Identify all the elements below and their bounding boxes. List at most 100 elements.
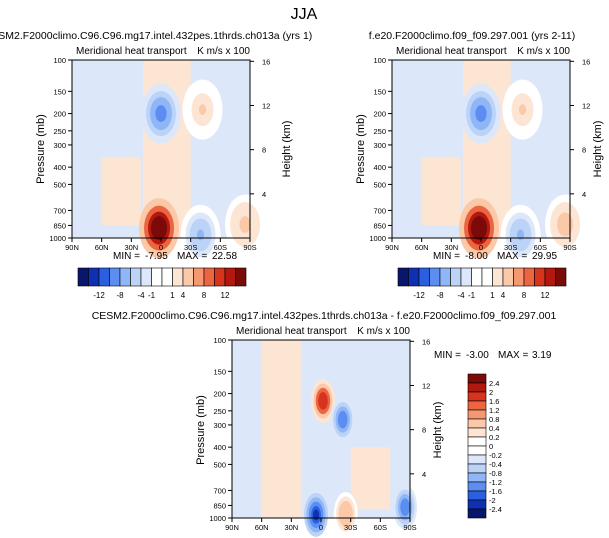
colorbar-swatch: [467, 400, 487, 411]
colorbar-swatch: [193, 267, 205, 287]
colorbar-label: 1: [490, 291, 495, 300]
x-tick-label: 60S: [534, 243, 547, 252]
colorbar-swatch: [534, 267, 546, 287]
y-right-tick-label: 16: [422, 337, 430, 346]
colorbar-swatch: [408, 267, 420, 287]
y-tick-label: 1000: [369, 234, 386, 243]
colorbar-label: 4: [181, 291, 186, 300]
panel-title: CESM2.F2000climo.C96.C96.mg17.intel.432p…: [0, 30, 312, 42]
x-tick-label: 90N: [65, 243, 79, 252]
y-tick-label: 200: [53, 110, 66, 119]
heatmap-field: [392, 60, 586, 265]
field-contour: [198, 104, 207, 116]
x-axis: 90N 60N 30N 0 30S 60S 90S: [385, 238, 577, 252]
colorbar-label: -4: [137, 291, 145, 300]
y-axis-label-right: Height (km): [592, 121, 604, 178]
y-axis-right: 16 12 8 4: [570, 57, 590, 199]
colorbar-label: 0: [489, 442, 493, 451]
panel-subtitle-right: K m/s x 100: [357, 326, 410, 337]
y-tick-label: 300: [53, 141, 66, 150]
colorbar-swatch: [467, 454, 487, 465]
colorbar-left: -12 -8 -4 -1 1 4 8 12: [77, 267, 247, 300]
y-tick-label: 150: [213, 367, 226, 376]
x-tick-label: 90N: [385, 243, 399, 252]
y-right-tick-label: 4: [422, 470, 426, 479]
colorbar-swatch: [151, 267, 163, 287]
x-tick-label: 60N: [255, 523, 269, 532]
y-tick-label: 100: [53, 56, 66, 65]
colorbar-swatch: [544, 267, 556, 287]
y-right-tick-label: 12: [582, 101, 590, 110]
colorbar-swatch: [481, 267, 493, 287]
colorbar-swatch: [467, 436, 487, 447]
y-tick-label: 150: [53, 87, 66, 96]
x-tick-label: 90S: [563, 243, 576, 252]
colorbar-label: 0.8: [489, 415, 499, 424]
field-contour: [477, 108, 485, 119]
colorbar-label: -12: [413, 291, 425, 300]
field-contour: [339, 414, 346, 426]
panel-subtitle-right: K m/s x 100: [197, 46, 250, 57]
colorbar-label: -2.4: [489, 505, 502, 514]
colorbar-swatch: [467, 463, 487, 474]
y-right-tick-label: 16: [262, 57, 270, 66]
colorbar-label: -0.8: [489, 469, 502, 478]
y-right-tick-label: 12: [262, 101, 270, 110]
y-tick-label: 300: [373, 141, 386, 150]
colorbar-swatch: [161, 267, 173, 287]
y-tick-label: 850: [213, 501, 226, 510]
colorbar-difference: 2.421.61.20.80.40.20-0.2-0.4-0.8-1.2-1.6…: [467, 373, 502, 519]
colorbar-swatch: [460, 267, 472, 287]
x-tick-label: 30S: [344, 523, 357, 532]
y-right-tick-label: 12: [422, 381, 430, 390]
y-right-tick-label: 16: [582, 57, 590, 66]
stat-max-label: MAX =: [177, 251, 207, 262]
colorbar-label: 2.4: [489, 379, 499, 388]
y-tick-label: 300: [213, 421, 226, 430]
panel-reference: f.e20.F2000climo.f09_f09.297.001 (yrs 2-…: [355, 30, 604, 265]
colorbar-swatch: [467, 427, 487, 438]
field-band: [261, 340, 302, 518]
field-contour: [241, 219, 249, 230]
y-tick-label: 700: [213, 486, 226, 495]
panel-difference: CESM2.F2000climo.C96.C96.mg17.intel.432p…: [92, 310, 556, 537]
colorbar-swatch: [471, 267, 483, 287]
colorbar-swatch: [172, 267, 184, 287]
colorbar-swatch: [109, 267, 121, 287]
y-tick-label: 500: [213, 460, 226, 469]
colorbar-swatch: [98, 267, 110, 287]
colorbar-label: 12: [541, 291, 550, 300]
colorbar-label: -8: [116, 291, 124, 300]
y-tick-label: 150: [373, 87, 386, 96]
x-tick-label: 0: [319, 523, 323, 532]
y-tick-label: 200: [213, 390, 226, 399]
y-tick-label: 100: [373, 56, 386, 65]
y-tick-label: 400: [213, 443, 226, 452]
field-band: [535, 60, 570, 211]
colorbar-swatch: [224, 267, 236, 287]
stat-max-value: 22.58: [212, 251, 237, 262]
stat-max-value: 3.19: [532, 350, 552, 361]
colorbar-label: 0.2: [489, 433, 499, 442]
colorbar-swatch: [492, 267, 504, 287]
heatmap-field: [232, 340, 418, 537]
colorbar-label: 8: [202, 291, 207, 300]
y-axis-label-right: Height (km): [281, 121, 293, 178]
y-axis-right: 16 12 8 4: [410, 337, 430, 479]
field-contour: [402, 501, 409, 513]
colorbar-swatch: [77, 267, 89, 287]
field-contour: [561, 219, 569, 230]
y-axis-right: 16 12 8 4: [250, 57, 270, 199]
colorbar-swatch: [203, 267, 215, 287]
x-tick-label: 90S: [243, 243, 256, 252]
colorbar-swatch: [513, 267, 525, 287]
panel-model: CESM2.F2000climo.C96.C96.mg17.intel.432p…: [0, 30, 312, 265]
x-tick-label: 30N: [284, 523, 298, 532]
field-contour: [342, 508, 349, 520]
y-right-tick-label: 8: [582, 146, 586, 155]
panel-subtitle-right: K m/s x 100: [517, 46, 570, 57]
colorbar-swatch: [140, 267, 152, 287]
y-tick-label: 1000: [209, 514, 226, 523]
y-tick-label: 700: [53, 206, 66, 215]
y-tick-label: 250: [53, 127, 66, 136]
